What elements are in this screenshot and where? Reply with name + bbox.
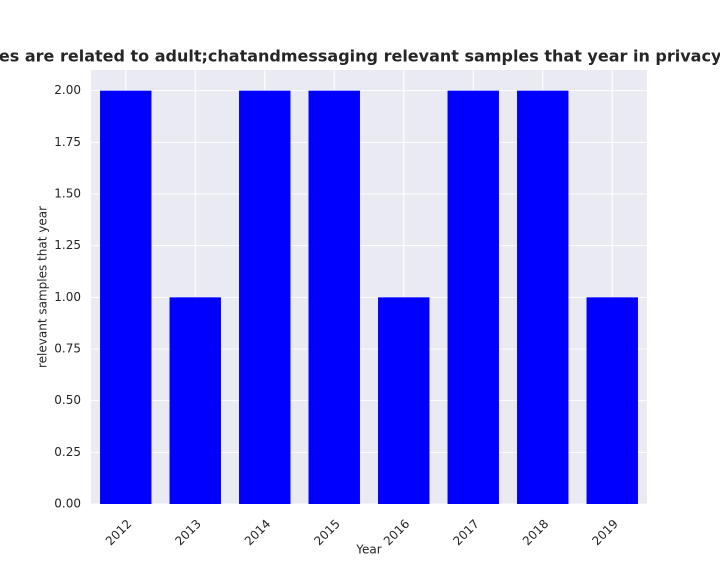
x-tick-label: 2012 xyxy=(103,517,134,548)
x-tick-label: 2015 xyxy=(311,517,342,548)
bar xyxy=(100,90,152,505)
x-axis-label: Year xyxy=(355,543,381,557)
bar xyxy=(378,297,430,504)
x-tick-label: 2013 xyxy=(172,517,203,548)
bar xyxy=(239,90,291,505)
chart-title: categories are related to adult;chatandm… xyxy=(0,47,720,66)
bar xyxy=(586,297,638,504)
x-tick-label: 2018 xyxy=(520,517,551,548)
bar xyxy=(517,90,569,505)
y-tick-label: 1.50 xyxy=(54,187,81,201)
y-axis-label: relevant samples that year xyxy=(36,206,50,368)
y-tick-label: 0.50 xyxy=(54,393,81,407)
x-tick-label: 2014 xyxy=(242,517,273,548)
x-tick-label: 2019 xyxy=(589,517,620,548)
x-tick-label: 2016 xyxy=(381,517,412,548)
bar xyxy=(447,90,499,505)
x-tick-label: 2017 xyxy=(450,517,481,548)
y-tick-label: 0.75 xyxy=(54,342,81,356)
y-tick-label: 1.00 xyxy=(54,290,81,304)
bar xyxy=(308,90,360,505)
y-tick-label: 2.00 xyxy=(54,83,81,97)
y-tick-label: 1.75 xyxy=(54,135,81,149)
y-tick-label: 0.25 xyxy=(54,445,81,459)
bar xyxy=(169,297,221,504)
y-tick-label: 1.25 xyxy=(54,238,81,252)
y-tick-label: 0.00 xyxy=(54,497,81,511)
